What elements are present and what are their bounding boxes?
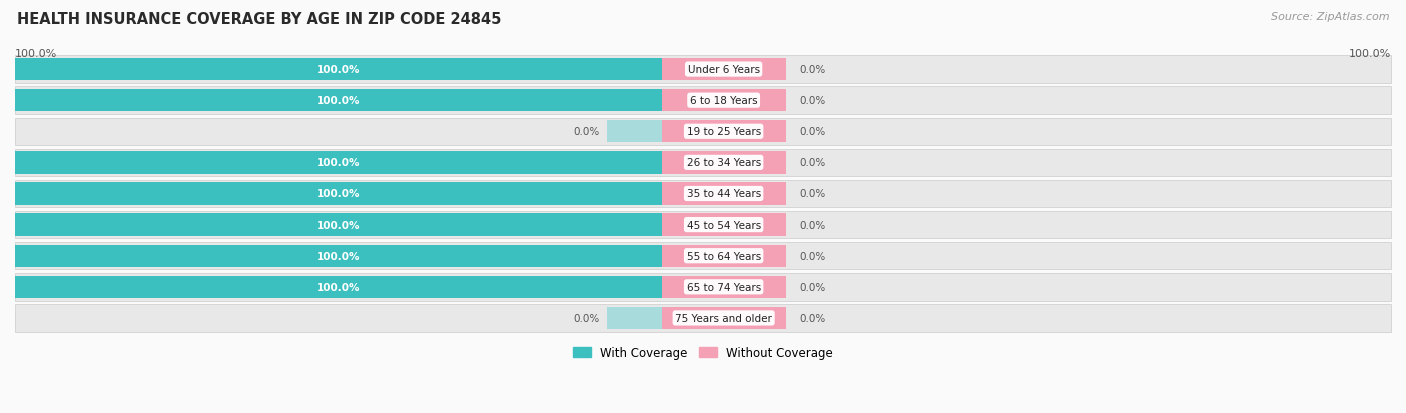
Bar [15,87,1391,114]
Text: 100.0%: 100.0% [316,189,360,199]
Bar [662,276,786,298]
Bar [662,121,786,143]
Bar [15,304,1391,332]
Bar [15,150,1391,177]
Bar [662,59,786,81]
Text: 19 to 25 Years: 19 to 25 Years [686,127,761,137]
Text: 0.0%: 0.0% [800,189,825,199]
Text: 100.0%: 100.0% [316,158,360,168]
Bar [15,211,1391,239]
Text: 0.0%: 0.0% [800,282,825,292]
Bar [662,90,786,112]
Text: 6 to 18 Years: 6 to 18 Years [690,96,758,106]
Text: Source: ZipAtlas.com: Source: ZipAtlas.com [1271,12,1389,22]
Text: 0.0%: 0.0% [574,127,600,137]
Text: 100.0%: 100.0% [316,96,360,106]
Bar [662,152,786,174]
Legend: With Coverage, Without Coverage: With Coverage, Without Coverage [568,342,838,364]
Text: 0.0%: 0.0% [574,313,600,323]
Bar [15,242,1391,270]
Text: 65 to 74 Years: 65 to 74 Years [686,282,761,292]
Text: 100.0%: 100.0% [316,220,360,230]
Bar [15,245,662,267]
Bar [15,59,662,81]
Text: 55 to 64 Years: 55 to 64 Years [686,251,761,261]
Text: 0.0%: 0.0% [800,220,825,230]
Bar [15,56,1391,83]
Bar [15,90,662,112]
Text: 0.0%: 0.0% [800,158,825,168]
Bar [15,118,1391,146]
Text: 45 to 54 Years: 45 to 54 Years [686,220,761,230]
Bar [662,183,786,205]
Text: 100.0%: 100.0% [1348,49,1391,59]
Bar [606,121,662,143]
Bar [15,273,1391,301]
Bar [662,307,786,329]
Bar [15,276,662,298]
Bar [15,152,662,174]
Text: 0.0%: 0.0% [800,65,825,75]
Text: 0.0%: 0.0% [800,96,825,106]
Text: 100.0%: 100.0% [316,282,360,292]
Text: Under 6 Years: Under 6 Years [688,65,759,75]
Text: 0.0%: 0.0% [800,251,825,261]
Text: 75 Years and older: 75 Years and older [675,313,772,323]
Bar [15,183,662,205]
Text: 0.0%: 0.0% [800,127,825,137]
Bar [662,214,786,236]
Text: 0.0%: 0.0% [800,313,825,323]
Text: HEALTH INSURANCE COVERAGE BY AGE IN ZIP CODE 24845: HEALTH INSURANCE COVERAGE BY AGE IN ZIP … [17,12,502,27]
Text: 100.0%: 100.0% [316,65,360,75]
Bar [15,214,662,236]
Text: 26 to 34 Years: 26 to 34 Years [686,158,761,168]
Text: 100.0%: 100.0% [316,251,360,261]
Bar [662,245,786,267]
Text: 100.0%: 100.0% [15,49,58,59]
Text: 35 to 44 Years: 35 to 44 Years [686,189,761,199]
Bar [606,307,662,329]
Bar [15,180,1391,208]
